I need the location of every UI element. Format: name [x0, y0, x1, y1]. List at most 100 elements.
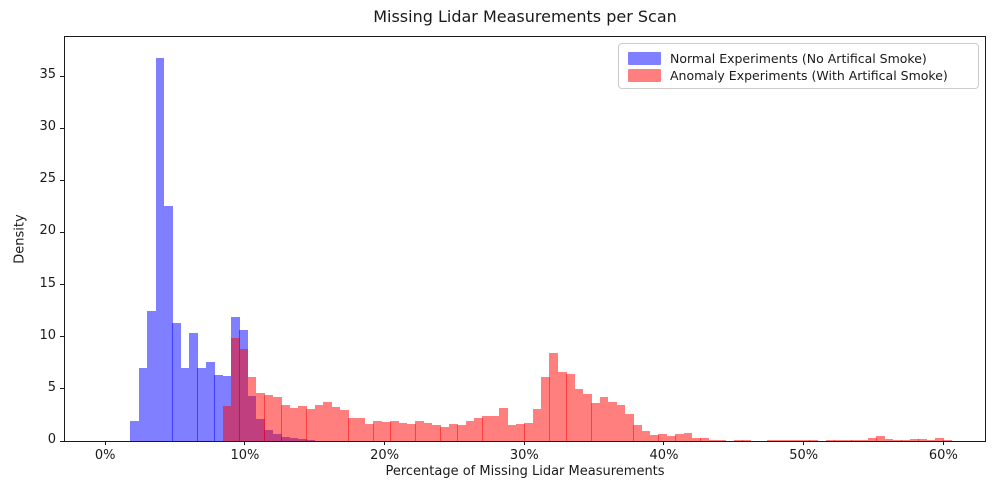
hist-bar-anomaly	[901, 439, 911, 441]
y-tick-label: 30	[39, 119, 56, 135]
hist-bar-anomaly	[717, 440, 726, 441]
hist-bar-anomaly	[281, 404, 290, 441]
x-tick-label: 40%	[649, 448, 679, 463]
hist-bar-anomaly	[264, 395, 274, 441]
hist-bar-anomaly	[239, 349, 249, 441]
y-tick-label: 35	[39, 67, 56, 82]
x-tick-label: 60%	[928, 448, 958, 463]
hist-bar-anomaly	[683, 432, 693, 441]
hist-bar-anomaly	[784, 439, 793, 441]
hist-bar-normal	[147, 310, 156, 441]
normal-series-swatch-icon	[628, 51, 661, 65]
hist-bar-anomaly	[398, 423, 408, 441]
hist-bar-anomaly	[666, 435, 676, 441]
hist-bar-anomaly	[650, 435, 659, 441]
hist-bar-anomaly	[633, 425, 642, 441]
hist-bar-anomaly	[893, 439, 902, 441]
y-tick-label: 15	[39, 275, 56, 291]
hist-bar-anomaly	[733, 439, 743, 441]
hist-bar-anomaly	[775, 440, 785, 441]
hist-bar-anomaly	[591, 403, 601, 441]
hist-bar-anomaly	[708, 439, 718, 441]
y-tick-mark	[60, 440, 64, 442]
hist-bar-anomaly	[641, 430, 651, 441]
y-tick-mark	[60, 231, 64, 233]
x-tick-label: 30%	[509, 448, 539, 463]
hist-bar-anomaly	[658, 433, 668, 441]
hist-bar-anomaly	[608, 401, 617, 441]
y-axis-label: Density	[12, 214, 28, 264]
plot-area	[64, 36, 986, 442]
hist-bar-anomaly	[926, 440, 936, 441]
hist-bar-anomaly	[390, 421, 399, 441]
hist-bar-anomaly	[876, 436, 886, 441]
hist-bar-anomaly	[406, 424, 416, 441]
y-tick-label: 25	[39, 171, 56, 187]
x-tick-mark	[803, 441, 805, 445]
hist-bar-anomaly	[557, 372, 567, 441]
hist-bar-anomaly	[532, 408, 542, 441]
hist-bar-anomaly	[616, 404, 626, 441]
hist-bar-anomaly	[448, 424, 458, 441]
hist-bar-anomaly	[800, 440, 810, 441]
hist-bar-normal	[130, 421, 140, 441]
hist-bar-anomaly	[541, 377, 550, 441]
hist-bar-anomaly	[826, 440, 835, 441]
hist-bar-anomaly	[507, 425, 517, 441]
hist-bar-anomaly	[700, 438, 710, 441]
x-tick-mark	[663, 441, 665, 445]
hist-bar-anomaly	[624, 413, 634, 441]
hist-bar-anomaly	[440, 427, 450, 441]
hist-bar-anomaly	[524, 423, 534, 441]
y-tick-mark	[60, 388, 64, 390]
x-tick-label: 0%	[94, 448, 116, 463]
hist-bar-anomaly	[222, 405, 232, 441]
hist-bar-anomaly	[272, 397, 282, 441]
hist-bar-normal	[172, 323, 181, 441]
hist-bar-anomaly	[599, 397, 609, 441]
hist-bar-anomaly	[373, 421, 383, 441]
hist-bar-anomaly	[474, 417, 483, 441]
x-tick-mark	[104, 441, 106, 445]
hist-bar-anomaly	[566, 374, 575, 441]
hist-bar-anomaly	[365, 424, 374, 441]
hist-bar-normal	[189, 332, 198, 441]
hist-bar-anomaly	[482, 415, 492, 441]
hist-bar-anomaly	[851, 440, 860, 441]
hist-bar-anomaly	[792, 439, 802, 441]
hist-bar-anomaly	[381, 422, 391, 441]
y-tick-label: 20	[39, 223, 56, 239]
hist-bar-anomaly	[465, 421, 475, 441]
hist-bar-normal	[205, 361, 215, 441]
hist-bar-anomaly	[918, 439, 927, 441]
hist-bar-anomaly	[490, 415, 500, 441]
hist-bar-anomaly	[306, 408, 316, 441]
hist-bar-anomaly	[842, 439, 852, 441]
x-tick-mark	[384, 441, 386, 445]
hist-bar-anomaly	[247, 377, 257, 441]
x-tick-label: 10%	[230, 448, 260, 463]
hist-bar-anomaly	[675, 434, 684, 441]
x-tick-label: 50%	[789, 448, 819, 463]
hist-bar-anomaly	[934, 438, 944, 441]
hist-bar-anomaly	[298, 405, 307, 441]
hist-bar-normal	[155, 58, 165, 441]
hist-bar-anomaly	[809, 440, 818, 441]
hist-bar-anomaly	[289, 407, 299, 441]
hist-bar-normal	[214, 375, 223, 441]
hist-bar-anomaly	[415, 421, 425, 441]
hist-bar-anomaly	[331, 406, 341, 441]
hist-bar-anomaly	[767, 440, 777, 441]
y-tick-mark	[60, 284, 64, 286]
hist-bar-anomaly	[691, 437, 701, 441]
hist-bar-anomaly	[909, 438, 919, 441]
x-axis-label: Percentage of Missing Lidar Measurements	[385, 464, 665, 479]
hist-bar-anomaly	[499, 407, 508, 441]
x-tick-mark	[523, 441, 525, 445]
hist-bar-anomaly	[314, 404, 324, 441]
y-tick-mark	[60, 179, 64, 181]
hist-bar-anomaly	[230, 337, 240, 441]
hist-bar-anomaly	[256, 393, 265, 441]
y-tick-label: 0	[47, 432, 56, 447]
